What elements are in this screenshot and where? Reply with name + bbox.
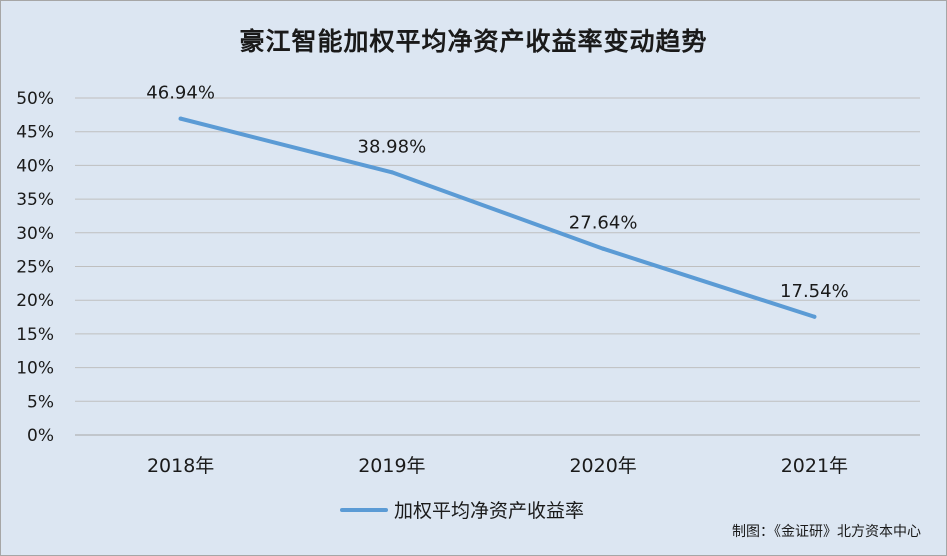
- data-point: [601, 246, 606, 251]
- chart-legend: 加权平均净资产收益率: [340, 496, 584, 523]
- y-tick-label: 5%: [27, 392, 54, 412]
- chart-title: 豪江智能加权平均净资产收益率变动趋势: [239, 27, 708, 56]
- x-tick-label: 2020年: [569, 455, 636, 477]
- data-label: 38.98%: [358, 136, 427, 157]
- y-tick-label: 35%: [16, 190, 54, 210]
- data-point: [812, 314, 817, 319]
- data-label: 46.94%: [146, 83, 215, 104]
- y-tick-label: 50%: [16, 89, 54, 109]
- y-tick-label: 40%: [16, 156, 54, 176]
- series-line: [178, 116, 817, 319]
- x-tick-label: 2021年: [781, 455, 848, 477]
- y-tick-label: 10%: [16, 359, 54, 379]
- y-tick-label: 25%: [16, 258, 54, 278]
- x-tick-label: 2019年: [358, 455, 425, 477]
- legend-line-swatch: [340, 507, 388, 512]
- data-point: [178, 116, 183, 121]
- legend-label: 加权平均净资产收益率: [394, 500, 585, 522]
- y-tick-label: 0%: [27, 426, 54, 446]
- data-label: 27.64%: [569, 213, 638, 234]
- source-note: 制图：《金证研》北方资本中心: [732, 524, 921, 540]
- y-tick-label: 20%: [16, 291, 54, 311]
- y-tick-label: 45%: [16, 123, 54, 143]
- data-label: 17.54%: [780, 281, 849, 302]
- data-point: [389, 170, 394, 175]
- y-tick-label: 15%: [16, 325, 54, 345]
- y-tick-label: 30%: [16, 224, 54, 244]
- x-tick-label: 2018年: [147, 455, 214, 477]
